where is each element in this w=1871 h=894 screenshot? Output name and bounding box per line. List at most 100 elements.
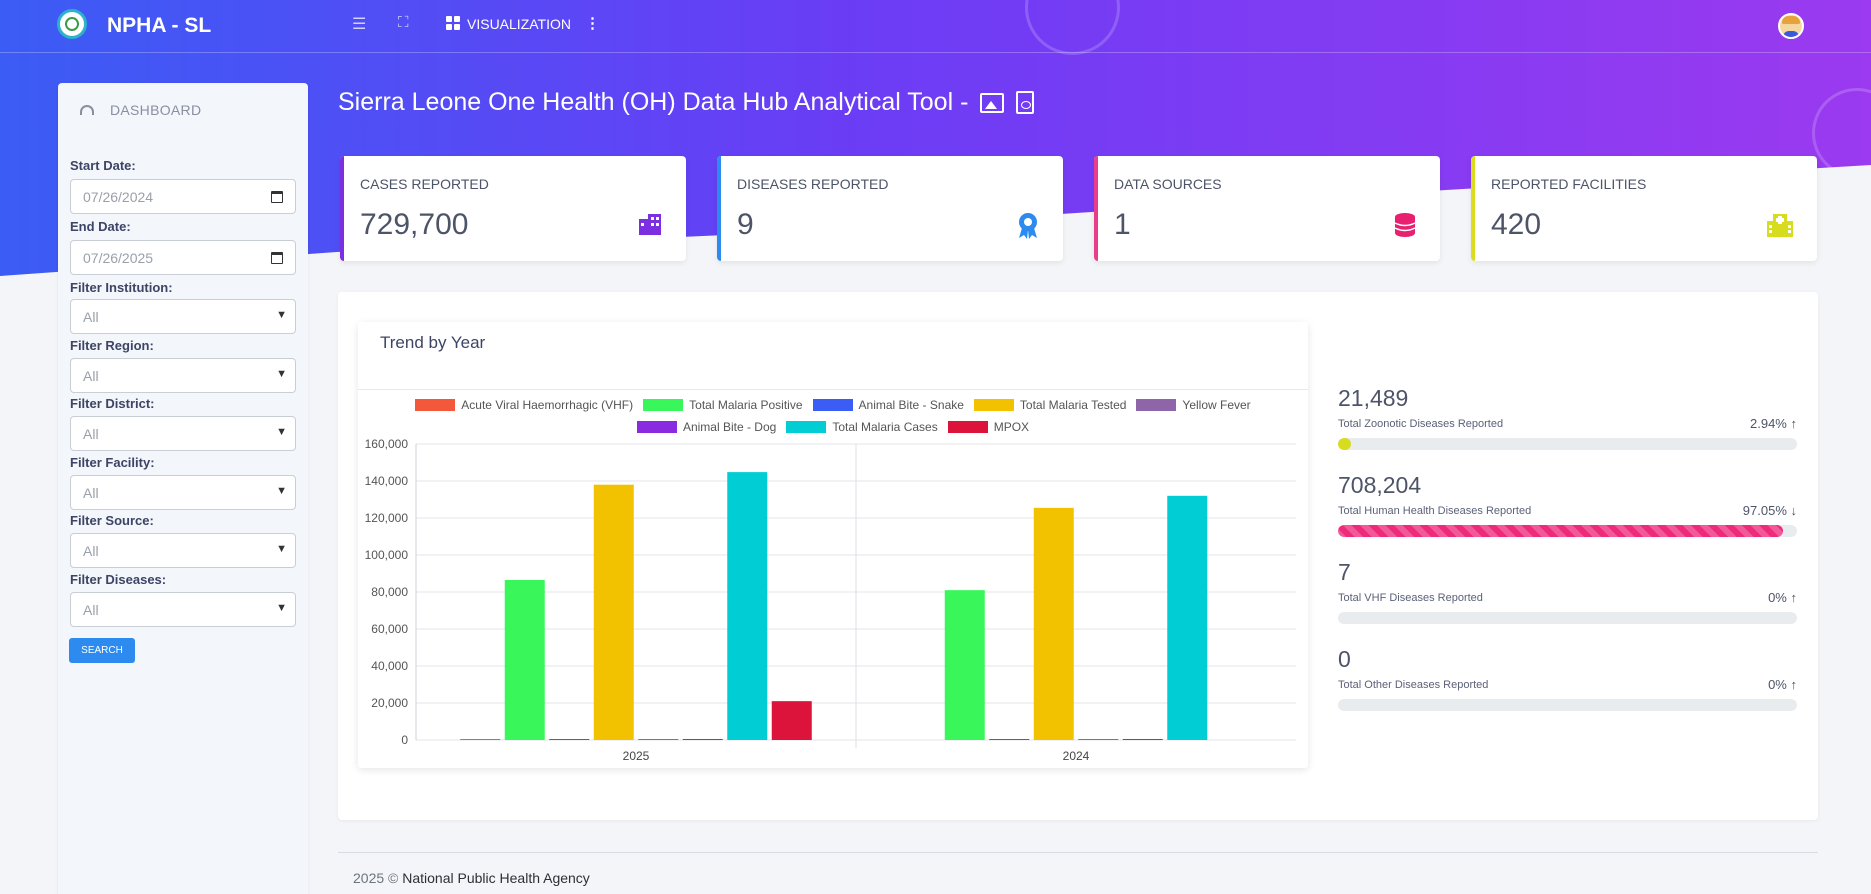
stat-card-diseases: DISEASES REPORTED 9 <box>717 156 1063 261</box>
metric-value: 21,489 <box>1338 385 1409 411</box>
filter-institution-value: All <box>83 309 99 325</box>
filter-region-select[interactable]: All ▼ <box>70 358 296 393</box>
bar <box>1033 507 1074 740</box>
stat-value: 729,700 <box>360 208 469 241</box>
y-tick-label: 80,000 <box>371 585 408 599</box>
y-tick-label: 100,000 <box>365 548 409 562</box>
filter-facility-label: Filter Facility: <box>70 455 155 470</box>
legend-label: MPOX <box>993 420 1030 434</box>
database-icon <box>1394 213 1416 244</box>
filter-source-select[interactable]: All ▼ <box>70 533 296 568</box>
legend-item[interactable]: Total Malaria Cases <box>786 420 938 434</box>
stat-accent-bar <box>717 156 721 261</box>
legend-item[interactable]: Total Malaria Tested <box>973 398 1126 412</box>
chevron-down-icon: ▼ <box>276 543 287 555</box>
footer-org-link[interactable]: National Public Health Agency <box>402 870 590 886</box>
menu-toggle-icon[interactable]: ☰ <box>352 16 367 33</box>
page-title: Sierra Leone One Health (OH) Data Hub An… <box>338 88 1035 117</box>
filter-facility-select[interactable]: All ▼ <box>70 475 296 510</box>
arrow-up-icon: ↑ <box>1790 677 1798 692</box>
sidebar-item-dashboard[interactable]: DASHBOARD <box>110 102 202 118</box>
chevron-down-icon: ▼ <box>276 485 287 497</box>
filter-district-label: Filter District: <box>70 396 155 411</box>
filter-region-value: All <box>83 368 99 384</box>
bar <box>593 484 634 740</box>
metric-label: Total Other Diseases Reported <box>1338 678 1489 691</box>
legend-label: Animal Bite - Dog <box>682 420 777 434</box>
npha-logo[interactable] <box>57 9 87 39</box>
more-vertical-icon[interactable]: ⋮ <box>585 15 600 32</box>
progress-track <box>1338 438 1797 450</box>
footer-copyright: 2025 © <box>353 870 399 886</box>
y-tick-label: 60,000 <box>371 622 408 636</box>
metric-human-health: 708,204 Total Human Health Diseases Repo… <box>1338 472 1797 537</box>
progress-fill <box>1338 525 1784 537</box>
user-avatar[interactable] <box>1778 13 1804 39</box>
progress-track <box>1338 525 1797 537</box>
image-export-icon[interactable] <box>980 92 1005 113</box>
fullscreen-icon[interactable]: ⛶ <box>398 14 409 31</box>
legend-item[interactable]: Acute Viral Haemorrhagic (VHF) <box>415 398 633 412</box>
chart-legend-row-1: Acute Viral Haemorrhagic (VHF) Total Mal… <box>358 398 1308 412</box>
legend-item[interactable]: Yellow Fever <box>1136 398 1251 412</box>
brand-name[interactable]: NPHA - SL <box>107 14 212 37</box>
start-date-label: Start Date: <box>70 158 136 173</box>
legend-item[interactable]: Total Malaria Positive <box>643 398 803 412</box>
dashboard-icon <box>80 105 94 115</box>
legend-item[interactable]: Animal Bite - Snake <box>812 398 964 412</box>
filter-diseases-value: All <box>83 602 99 618</box>
chevron-down-icon: ▼ <box>276 368 287 380</box>
legend-swatch <box>973 399 1014 411</box>
search-button[interactable]: SEARCH <box>69 638 135 663</box>
metric-vhf: 7 Total VHF Diseases Reported 0% ↑ <box>1338 559 1797 624</box>
stat-value: 420 <box>1491 208 1542 241</box>
filter-diseases-label: Filter Diseases: <box>70 572 167 587</box>
legend-label: Total Malaria Cases <box>832 420 938 434</box>
start-date-input[interactable]: 07/26/2024 <box>70 179 296 214</box>
arrow-up-icon: ↑ <box>1790 416 1798 431</box>
grid-icon <box>446 16 460 30</box>
filter-institution-label: Filter Institution: <box>70 280 173 295</box>
metric-zoonotic: 21,489 Total Zoonotic Diseases Reported 2… <box>1338 385 1797 450</box>
filter-district-select[interactable]: All ▼ <box>70 416 296 451</box>
y-tick-label: 20,000 <box>371 696 408 710</box>
end-date-label: End Date: <box>70 219 131 234</box>
top-navbar: NPHA - SL ☰ ⛶ VISUALIZATION ⋮ <box>0 0 1871 53</box>
metric-percent: 97.05% ↓ <box>1742 503 1798 518</box>
bar <box>989 739 1030 740</box>
metric-percent: 2.94% ↑ <box>1750 416 1797 431</box>
pdf-export-icon[interactable] <box>1016 91 1035 114</box>
bar <box>682 739 723 740</box>
metric-label: Total Zoonotic Diseases Reported <box>1338 417 1504 430</box>
arrow-down-icon: ↓ <box>1790 503 1798 518</box>
stat-accent-bar <box>1471 156 1475 261</box>
y-tick-label: 0 <box>401 733 408 747</box>
chevron-down-icon: ▼ <box>276 309 287 321</box>
bar <box>549 739 590 740</box>
stat-label: DISEASES REPORTED <box>737 176 889 192</box>
legend-item[interactable]: MPOX <box>947 420 1030 434</box>
end-date-input[interactable]: 07/26/2025 <box>70 240 296 275</box>
visualization-menu[interactable]: VISUALIZATION <box>467 16 571 32</box>
calendar-icon[interactable] <box>271 191 283 203</box>
filter-institution-select[interactable]: All ▼ <box>70 299 296 334</box>
legend-item[interactable]: Animal Bite - Dog <box>636 420 777 434</box>
stat-label: CASES REPORTED <box>360 176 489 192</box>
filter-source-value: All <box>83 543 99 559</box>
filter-diseases-select[interactable]: All ▼ <box>70 592 296 627</box>
filter-district-value: All <box>83 426 99 442</box>
calendar-icon[interactable] <box>271 252 283 264</box>
legend-swatch <box>643 399 684 411</box>
legend-swatch <box>947 421 988 433</box>
bar <box>460 739 501 740</box>
stat-card-facilities: REPORTED FACILITIES 420 <box>1471 156 1817 261</box>
stat-accent-bar <box>1094 156 1098 261</box>
stat-card-cases: CASES REPORTED 729,700 <box>340 156 686 261</box>
stat-accent-bar <box>340 156 344 261</box>
chart-legend-row-2: Animal Bite - Dog Total Malaria Cases MP… <box>358 420 1308 434</box>
bar <box>1122 739 1163 740</box>
legend-swatch <box>636 421 677 433</box>
filter-source-label: Filter Source: <box>70 513 154 528</box>
progress-track <box>1338 699 1797 711</box>
footer: 2025 © National Public Health Agency <box>353 870 590 886</box>
